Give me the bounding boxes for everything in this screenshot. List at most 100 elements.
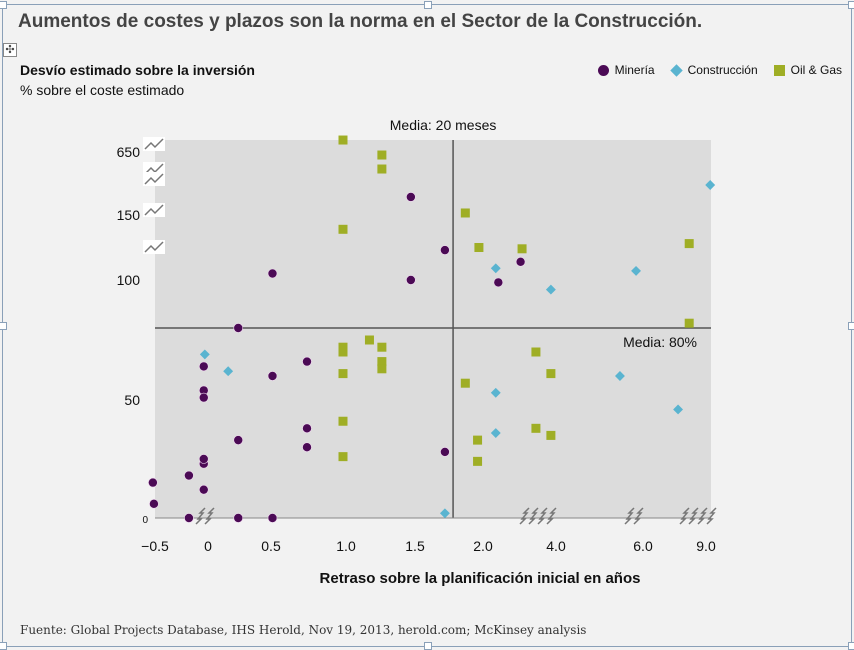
point-oil-gas bbox=[684, 318, 694, 328]
resize-handle[interactable] bbox=[0, 1, 7, 9]
x-axis-title: Retraso sobre la planificación inicial e… bbox=[319, 570, 641, 587]
axis-break-icon bbox=[679, 507, 690, 525]
axis-break-bg bbox=[143, 240, 165, 254]
point-oil-gas bbox=[684, 239, 694, 249]
point-mineria bbox=[198, 392, 209, 403]
axis-break-bg bbox=[143, 203, 165, 217]
axis-break-icon bbox=[537, 507, 548, 525]
point-oil-gas bbox=[338, 342, 348, 352]
mean-y-label: Media: 80% bbox=[623, 334, 697, 350]
point-construccion bbox=[490, 387, 501, 398]
point-mineria bbox=[440, 245, 450, 255]
point-oil-gas bbox=[473, 435, 483, 445]
plot-area bbox=[155, 140, 711, 518]
point-oil-gas bbox=[377, 150, 387, 160]
point-mineria bbox=[515, 256, 526, 267]
axis-break-icon bbox=[688, 507, 699, 525]
move-icon[interactable]: ✣ bbox=[3, 43, 17, 57]
point-oil-gas bbox=[338, 224, 348, 234]
point-mineria bbox=[198, 454, 209, 464]
x-tick-label: 6.0 bbox=[633, 538, 653, 554]
axis-break-icon bbox=[706, 507, 717, 525]
resize-handle[interactable] bbox=[848, 1, 854, 9]
point-construccion bbox=[490, 428, 501, 438]
point-oil-gas bbox=[546, 430, 556, 440]
y-tick-label: 100 bbox=[117, 272, 141, 288]
axis-break-icon bbox=[546, 507, 557, 525]
point-mineria bbox=[198, 484, 209, 495]
point-oil-gas bbox=[377, 342, 387, 352]
point-mineria bbox=[406, 275, 416, 285]
point-oil-gas bbox=[377, 364, 387, 374]
y-tick-label: 150 bbox=[117, 207, 141, 223]
point-mineria bbox=[493, 277, 504, 288]
legend-label-construccion: Construcción bbox=[687, 63, 758, 77]
point-oil-gas bbox=[338, 369, 348, 379]
axis-break-icon bbox=[697, 507, 708, 525]
x-tick-label: 4.0 bbox=[546, 538, 566, 554]
axis-break-icon bbox=[144, 138, 164, 150]
x-tick-label: 1.0 bbox=[336, 538, 356, 554]
y-tick-label: 650 bbox=[117, 144, 141, 160]
axis-break-bg bbox=[143, 172, 165, 186]
resize-handle[interactable] bbox=[848, 322, 854, 330]
point-construccion bbox=[223, 366, 234, 377]
point-mineria bbox=[198, 361, 209, 372]
point-mineria bbox=[233, 513, 244, 523]
y-tick-label: 50 bbox=[124, 392, 140, 408]
point-mineria bbox=[267, 268, 278, 279]
axis-break-bg bbox=[143, 137, 165, 151]
legend: Minería Construcción Oil & Gas bbox=[588, 63, 842, 77]
point-construccion bbox=[199, 349, 210, 360]
point-mineria bbox=[148, 477, 158, 488]
point-construccion bbox=[490, 263, 501, 274]
point-mineria bbox=[406, 192, 416, 202]
x-tick-label: 0 bbox=[204, 538, 212, 554]
axis-break-icon bbox=[624, 507, 635, 525]
legend-circle-icon bbox=[597, 64, 609, 76]
point-construccion bbox=[631, 265, 641, 276]
resize-handle[interactable] bbox=[0, 322, 7, 330]
legend-square-icon bbox=[773, 64, 785, 76]
x-tick-label: 2.0 bbox=[473, 538, 493, 554]
point-mineria bbox=[233, 435, 244, 445]
legend-label-oil-gas: Oil & Gas bbox=[790, 63, 842, 77]
point-oil-gas bbox=[546, 369, 556, 379]
point-oil-gas bbox=[377, 357, 387, 367]
source-note: Fuente: Global Projects Database, IHS He… bbox=[20, 623, 587, 637]
axis-break-icon bbox=[144, 173, 164, 185]
point-oil-gas bbox=[338, 347, 348, 357]
point-construccion bbox=[705, 180, 716, 190]
mean-x-label: Media: 20 meses bbox=[390, 117, 497, 133]
point-mineria bbox=[149, 499, 159, 509]
y-axis-subtitle: % sobre el coste estimado bbox=[20, 82, 185, 98]
axis-break-icon bbox=[528, 507, 539, 525]
axis-break-icon bbox=[633, 507, 644, 525]
point-oil-gas bbox=[338, 135, 348, 145]
axis-break-icon bbox=[204, 507, 215, 525]
point-oil-gas bbox=[474, 243, 484, 252]
point-oil-gas bbox=[517, 244, 527, 254]
point-construccion bbox=[545, 284, 556, 295]
y-axis-title: Desvío estimado sobre la inversión bbox=[20, 62, 255, 78]
point-construccion bbox=[673, 404, 684, 415]
point-oil-gas bbox=[531, 347, 541, 357]
point-oil-gas bbox=[338, 452, 348, 462]
chart-title: Aumentos de costes y plazos son la norma… bbox=[18, 11, 703, 32]
point-oil-gas bbox=[377, 164, 387, 174]
resize-handle[interactable] bbox=[424, 1, 432, 9]
point-oil-gas bbox=[338, 416, 348, 426]
axis-break-icon bbox=[144, 204, 164, 216]
point-mineria bbox=[267, 513, 278, 523]
point-mineria bbox=[233, 323, 244, 333]
x-tick-label: 0.5 bbox=[261, 538, 281, 554]
point-oil-gas bbox=[364, 335, 374, 345]
x-tick-label: 9.0 bbox=[696, 538, 716, 554]
x-tick-label: 1.5 bbox=[405, 538, 425, 554]
axis-break-icon bbox=[144, 163, 164, 175]
point-oil-gas bbox=[473, 456, 483, 466]
point-mineria bbox=[302, 442, 312, 453]
point-mineria bbox=[302, 356, 312, 367]
point-oil-gas bbox=[531, 423, 541, 433]
